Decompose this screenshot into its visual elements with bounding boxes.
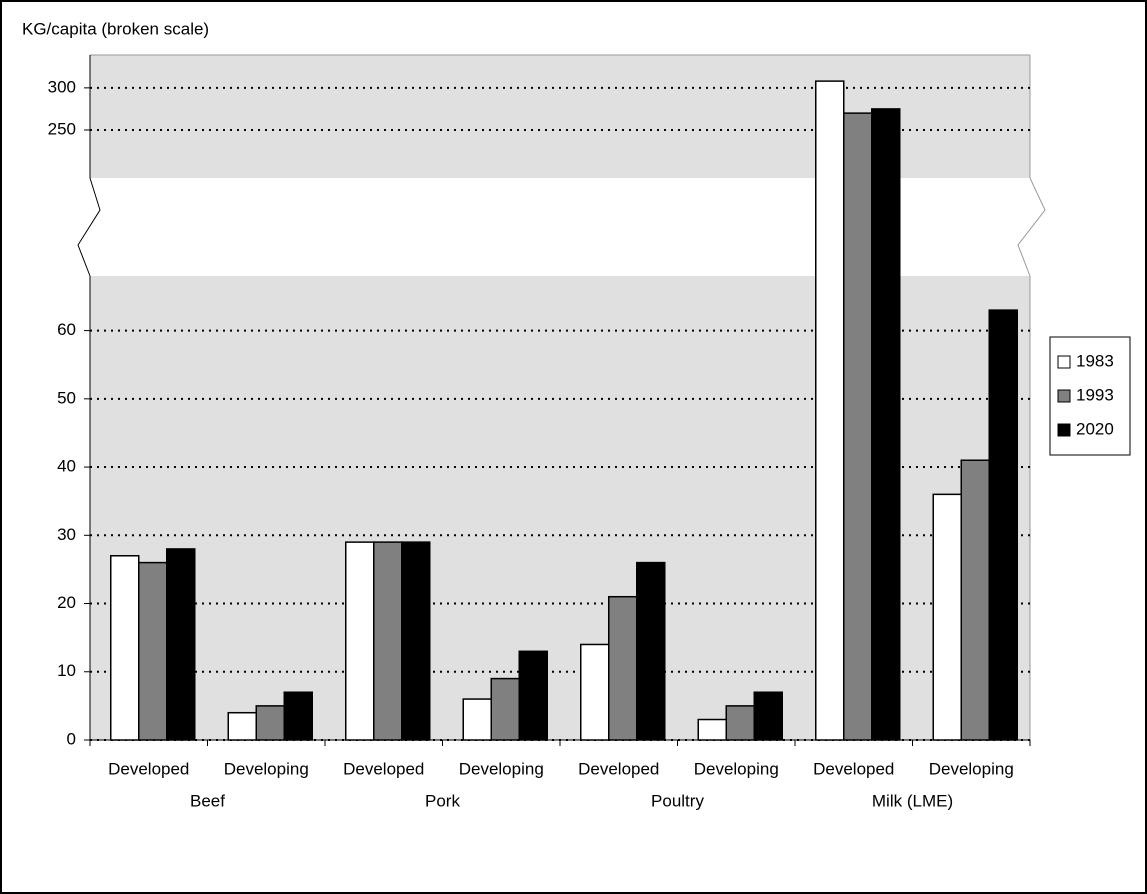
bar bbox=[227, 711, 257, 741]
axis-break bbox=[77, 177, 101, 277]
y-tick-label: 250 bbox=[48, 119, 76, 138]
bar bbox=[138, 561, 168, 741]
x-tick-label: Developed bbox=[343, 759, 424, 778]
bar bbox=[636, 561, 666, 741]
bar bbox=[373, 541, 403, 741]
bar bbox=[462, 698, 492, 741]
y-tick-label: 20 bbox=[57, 593, 76, 612]
bar bbox=[608, 595, 638, 741]
y-tick-label: 10 bbox=[57, 661, 76, 680]
bar bbox=[932, 493, 962, 741]
bar bbox=[871, 108, 901, 741]
bar bbox=[518, 650, 548, 741]
bar bbox=[960, 459, 990, 741]
legend-label: 1993 bbox=[1076, 385, 1114, 404]
group-label: Milk (LME) bbox=[872, 791, 953, 810]
x-tick-label: Developed bbox=[108, 759, 189, 778]
bar bbox=[580, 643, 610, 741]
bar bbox=[110, 555, 140, 741]
group-label: Pork bbox=[425, 791, 460, 810]
bar bbox=[815, 80, 845, 741]
bar bbox=[753, 691, 783, 741]
bar bbox=[345, 541, 375, 741]
y-tick-label: 300 bbox=[48, 77, 76, 96]
legend-swatch bbox=[1057, 389, 1071, 403]
x-tick-label: Developing bbox=[694, 759, 779, 778]
x-tick-label: Developed bbox=[578, 759, 659, 778]
y-axis-label: KG/capita (broken scale) bbox=[22, 19, 209, 38]
y-tick-label: 0 bbox=[67, 729, 76, 748]
bar bbox=[697, 718, 727, 741]
legend-label: 1983 bbox=[1076, 351, 1114, 370]
bar bbox=[166, 548, 196, 741]
bar bbox=[283, 691, 313, 741]
x-tick-label: Developing bbox=[929, 759, 1014, 778]
x-tick-label: Developed bbox=[813, 759, 894, 778]
x-tick-label: Developing bbox=[459, 759, 544, 778]
x-tick-label: Developing bbox=[224, 759, 309, 778]
legend-swatch bbox=[1057, 423, 1071, 437]
bar bbox=[490, 677, 520, 741]
bar bbox=[401, 541, 431, 741]
y-tick-label: 60 bbox=[57, 320, 76, 339]
bar bbox=[725, 705, 755, 741]
group-label: Beef bbox=[190, 791, 225, 810]
bar bbox=[255, 705, 285, 741]
y-tick-label: 50 bbox=[57, 388, 76, 407]
bar bbox=[988, 309, 1018, 741]
bar bbox=[843, 112, 873, 741]
axis-break bbox=[1017, 177, 1046, 277]
y-tick-label: 40 bbox=[57, 457, 76, 476]
legend-label: 2020 bbox=[1076, 419, 1114, 438]
y-tick-label: 30 bbox=[57, 525, 76, 544]
legend-swatch bbox=[1057, 355, 1071, 369]
group-label: Poultry bbox=[651, 791, 704, 810]
